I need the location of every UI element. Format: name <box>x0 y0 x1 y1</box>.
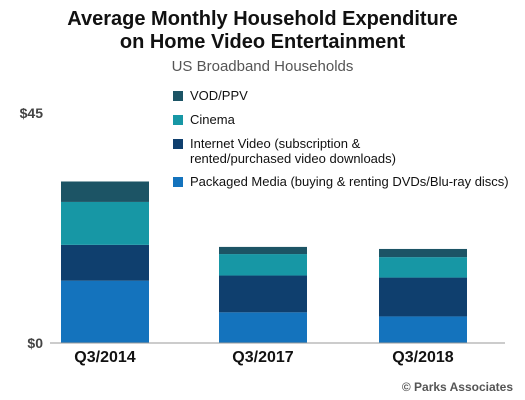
y-tick-label-max: $45 <box>20 105 44 121</box>
bar-segment-q3-2017-series-1 <box>219 312 307 343</box>
x-tick-label: Q3/2018 <box>392 349 453 366</box>
x-tick-labels: Q3/2014 Q3/2017 Q3/2018 <box>74 349 453 366</box>
legend-label: Packaged Media (buying & renting DVDs/Bl… <box>190 174 509 189</box>
source-credit: © Parks Associates <box>401 380 513 394</box>
bar-segment-q3-2018-series-3 <box>379 257 467 278</box>
y-tick-label-zero: $0 <box>27 335 43 351</box>
chart-title: Average Monthly Household Expenditure on… <box>0 8 525 54</box>
legend-swatch <box>173 115 183 125</box>
legend-swatch <box>173 139 183 149</box>
legend-swatch <box>173 177 183 187</box>
chart-title-line-1: Average Monthly Household Expenditure <box>67 8 458 30</box>
chart-subtitle: US Broadband Households <box>171 58 354 75</box>
legend-swatch <box>173 91 183 101</box>
x-tick-label: Q3/2014 <box>74 349 135 366</box>
legend-label: Cinema <box>190 112 236 127</box>
bar-segment-q3-2014-series-2 <box>61 244 149 281</box>
bar-segment-q3-2018-series-4 <box>379 248 467 258</box>
legend-label: VOD/PPV <box>190 88 248 103</box>
bar-segment-q3-2017-series-2 <box>219 275 307 313</box>
bars-layer <box>61 181 467 343</box>
bar-segment-q3-2014-series-3 <box>61 201 149 245</box>
chart-title-line-2: on Home Video Entertainment <box>119 31 406 53</box>
x-tick-label: Q3/2017 <box>232 349 293 366</box>
bar-segment-q3-2014-series-1 <box>61 280 149 343</box>
legend: VOD/PPV Cinema Internet Video (subscriptio… <box>173 88 509 189</box>
bar-segment-q3-2018-series-2 <box>379 277 467 317</box>
bar-segment-q3-2017-series-4 <box>219 246 307 255</box>
bar-segment-q3-2017-series-3 <box>219 254 307 276</box>
legend-label: Internet Video (subscription & rented/pur… <box>190 136 396 166</box>
bar-segment-q3-2014-series-4 <box>61 181 149 202</box>
bar-segment-q3-2018-series-1 <box>379 316 467 343</box>
